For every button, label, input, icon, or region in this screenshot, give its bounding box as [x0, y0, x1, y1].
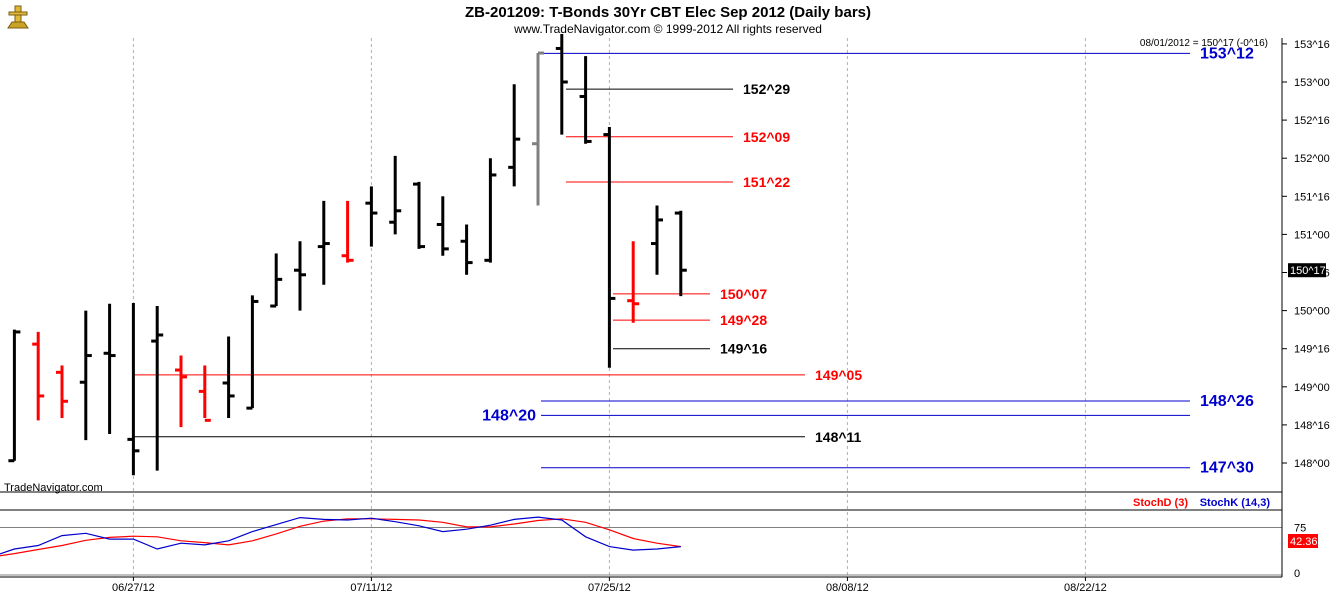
price-bar: [484, 158, 497, 263]
stoch-last-value-label: 42.36: [1290, 536, 1318, 548]
price-bar: [294, 241, 306, 311]
level-label: 152^09: [743, 129, 790, 145]
price-bar: [79, 310, 92, 441]
date-axis: 06/27/12 07/11/12 07/25/12 08/08/12 08/22/12: [112, 577, 1107, 594]
legend-stochk: StochK (14,3): [1200, 497, 1271, 509]
price-bar: [627, 241, 640, 323]
last-price-tag: [1288, 263, 1326, 278]
price-bar: [365, 186, 378, 247]
price-tick-label: 149^16: [1294, 344, 1330, 356]
panel-frames: [0, 38, 1283, 578]
trade-navigator-logo-icon: [7, 5, 29, 29]
copyright-text: www.TradeNavigator.com © 1999-2012 All r…: [513, 22, 822, 36]
price-bar: [674, 210, 687, 297]
price-tick-label: 151^00: [1294, 229, 1330, 241]
level-label: 147^30: [1200, 460, 1254, 477]
price-tick-label: 151^16: [1294, 191, 1330, 203]
chart-title: ZB-201209: T-Bonds 30Yr CBT Elec Sep 201…: [465, 4, 871, 21]
price-bar: [317, 200, 330, 285]
level-label: 148^26: [1200, 393, 1254, 410]
price-bar: [508, 84, 521, 187]
level-label: 151^22: [743, 174, 790, 190]
price-bar: [270, 253, 283, 308]
price-tick-label: 149^00: [1294, 382, 1330, 394]
price-bar: [127, 302, 140, 476]
price-bar: [460, 224, 473, 275]
support-resistance-levels: 153^12 152^29 152^09 151^22 150^07 149^28 149^…: [133, 45, 1254, 477]
level-label: 149^28: [720, 312, 767, 328]
price-bar: [532, 51, 544, 206]
price-bar: [56, 365, 68, 419]
last-price-info: 08/01/2012 = 150^17 (-0^16): [1140, 38, 1268, 49]
level-label: 152^29: [743, 81, 790, 97]
level-label: 148^20: [482, 407, 536, 424]
stochastic-panel: 75 0 StochD (3) StochK (14,3) 42.36: [0, 497, 1318, 580]
date-tick-label: 07/11/12: [350, 582, 392, 594]
price-tick-label: 153^16: [1294, 39, 1330, 51]
price-tick-label: 152^16: [1294, 115, 1330, 127]
watermark-text: TradeNavigator.com: [4, 482, 103, 494]
price-bar: [103, 303, 116, 435]
level-label: 150^07: [720, 286, 767, 302]
price-bar: [198, 365, 211, 422]
price-tick-label: 148^16: [1294, 420, 1330, 432]
price-bar: [555, 33, 568, 135]
price-bar: [8, 329, 21, 463]
price-bar: [151, 306, 164, 471]
date-tick-label: 08/08/12: [826, 582, 869, 594]
last-price-tag-label: 150^17: [1290, 265, 1326, 277]
price-tick-label: 153^00: [1294, 77, 1330, 89]
stoch-series-line: [0, 516, 681, 555]
date-tick-label: 06/27/12: [112, 582, 155, 594]
price-bar: [32, 331, 45, 421]
price-tick-label: 152^00: [1294, 153, 1330, 165]
price-bar: [175, 355, 187, 428]
price-bar: [222, 336, 235, 419]
price-tick-label: 150^00: [1294, 306, 1330, 318]
price-bar: [389, 155, 402, 235]
price-bars: [8, 33, 687, 476]
stoch-tick-label: 0: [1294, 568, 1300, 580]
price-bar: [341, 200, 354, 263]
level-label: 148^11: [815, 429, 862, 445]
price-tick-label: 148^00: [1294, 458, 1330, 470]
price-bar: [651, 205, 663, 275]
stoch-tick-label: 75: [1294, 523, 1306, 535]
price-bar: [246, 295, 259, 410]
price-bar: [579, 56, 592, 144]
date-tick-label: 08/22/12: [1064, 582, 1107, 594]
level-label: 153^12: [1200, 45, 1254, 62]
stoch-last-value-tag: [1288, 534, 1318, 548]
price-bar: [436, 196, 449, 256]
legend-stochd: StochD (3): [1133, 497, 1188, 509]
date-tick-label: 07/25/12: [588, 582, 631, 594]
price-bar: [603, 126, 616, 368]
price-axis: 148^00148^16149^00149^16150^00150^16151^…: [1282, 39, 1330, 470]
level-label: 149^16: [720, 341, 767, 357]
level-label: 149^05: [815, 367, 862, 383]
price-bar: [413, 181, 425, 249]
